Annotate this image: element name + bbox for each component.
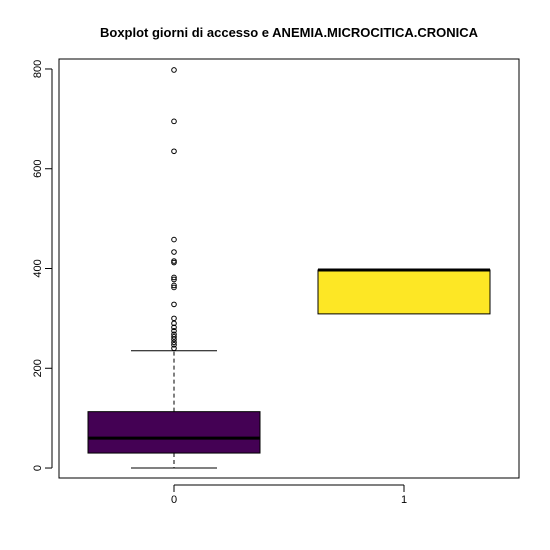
outlier-point — [171, 328, 177, 334]
y-tick-label: 0 — [32, 465, 44, 471]
box-iqr — [317, 269, 491, 315]
y-tick-label: 800 — [32, 60, 44, 78]
x-tick-label: 1 — [401, 494, 407, 506]
y-tick-label: 200 — [32, 359, 44, 377]
y-tick-label: 600 — [32, 160, 44, 178]
outlier-point — [171, 301, 177, 308]
outlier-point — [171, 339, 177, 346]
outlier-point — [171, 315, 177, 322]
outlier-point — [171, 276, 177, 283]
outlier-point — [171, 342, 177, 348]
outlier-point — [171, 345, 177, 352]
y-tick-label: 400 — [32, 259, 44, 277]
outlier-point — [171, 274, 177, 281]
boxes — [87, 67, 491, 469]
outlier-point — [171, 249, 177, 255]
box-group-1 — [317, 268, 491, 315]
box-iqr — [87, 411, 261, 454]
chart-title: Boxplot giorni di accesso e ANEMIA.MICRO… — [100, 25, 479, 40]
y-axis: 0 200 400 600 800 — [32, 60, 53, 471]
outlier-point — [171, 331, 177, 338]
outlier-point — [171, 282, 177, 289]
outlier-point — [171, 334, 177, 340]
outlier-point — [171, 118, 177, 125]
box-group-0 — [87, 67, 261, 469]
outlier-point — [171, 236, 177, 243]
plot-frame — [58, 58, 520, 479]
outlier-point — [171, 258, 177, 264]
outlier-point — [171, 324, 177, 331]
outlier-point — [171, 67, 177, 73]
outlier-point — [171, 148, 177, 155]
x-tick-label: 0 — [171, 494, 177, 506]
outlier-point — [171, 284, 177, 291]
